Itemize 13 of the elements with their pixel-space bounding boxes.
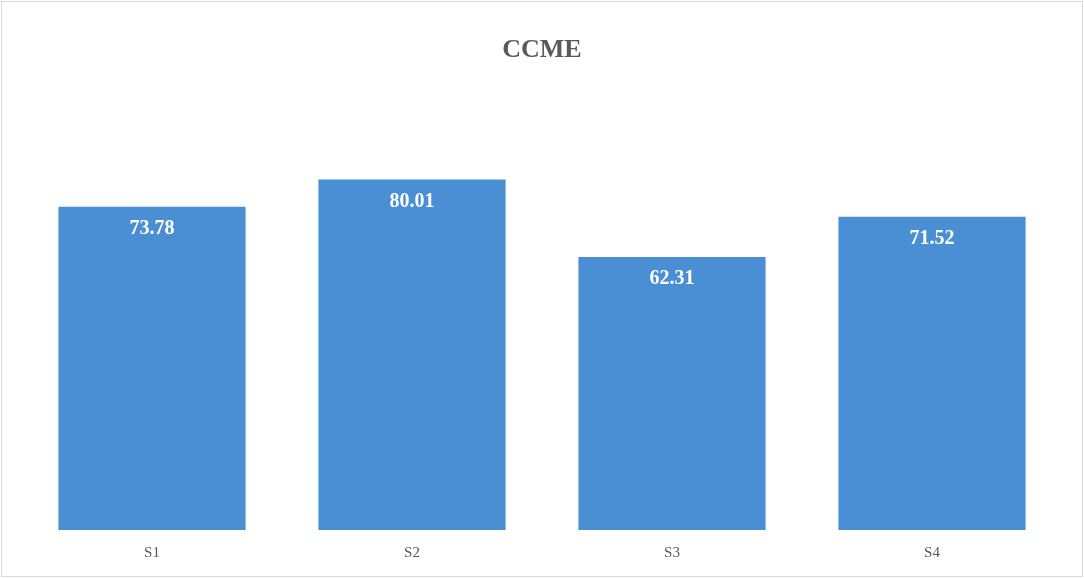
bar (318, 179, 506, 530)
bar (838, 216, 1026, 530)
bar (578, 257, 766, 530)
x-tick-label: S2 (404, 543, 420, 560)
data-label: 80.01 (389, 188, 435, 211)
x-tick-label: S4 (924, 543, 941, 560)
data-label: 71.52 (909, 225, 955, 248)
x-tick-label: S1 (144, 543, 160, 560)
data-label: 73.78 (129, 215, 175, 238)
data-label: 62.31 (649, 266, 695, 289)
chart-title: CCME (502, 33, 582, 63)
bar (58, 206, 246, 530)
x-tick-label: S3 (664, 543, 680, 560)
